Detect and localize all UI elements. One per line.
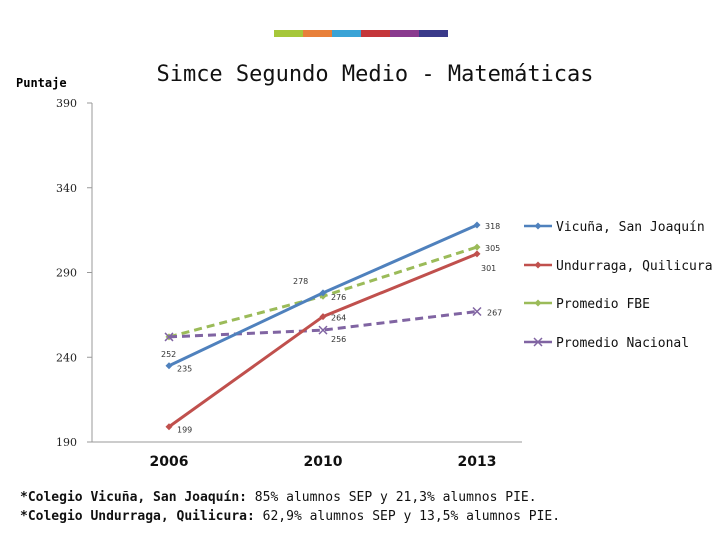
- y-tick-label: 240: [56, 351, 77, 364]
- data-label: 256: [331, 335, 346, 344]
- footnote-text: 85% alumnos SEP y 21,3% alumnos PIE.: [246, 490, 537, 505]
- legend-label: Undurraga, Quilicura: [556, 259, 713, 274]
- data-point-marker: [473, 243, 481, 251]
- data-label: 276: [331, 293, 346, 302]
- footnote-school-name: *Colegio Undurraga, Quilicura:: [20, 509, 255, 524]
- x-tick-label: 2006: [150, 454, 189, 470]
- y-tick-label: 290: [56, 267, 77, 280]
- y-axis-label: Puntaje: [16, 76, 67, 90]
- legend-marker: [534, 299, 542, 307]
- legend-label: Vicuña, San Joaquín: [556, 220, 705, 235]
- color-bar-segment: [332, 30, 361, 37]
- footnote-vicuna: *Colegio Vicuña, San Joaquín: 85% alumno…: [20, 488, 560, 507]
- legend-marker: [534, 261, 542, 269]
- data-label: 267: [487, 308, 502, 317]
- y-tick-label: 390: [56, 97, 77, 110]
- footnote-text: 62,9% alumnos SEP y 13,5% alumnos PIE.: [254, 509, 561, 524]
- footnotes: *Colegio Vicuña, San Joaquín: 85% alumno…: [20, 488, 560, 526]
- footnote-school-name: *Colegio Vicuña, San Joaquín:: [20, 490, 247, 505]
- data-label: 252: [161, 350, 176, 359]
- y-tick-label: 190: [56, 436, 77, 449]
- data-point-marker: [165, 423, 173, 431]
- legend-marker: [534, 222, 542, 230]
- color-bar-segment: [419, 30, 448, 37]
- footnote-undurraga: *Colegio Undurraga, Quilicura: 62,9% alu…: [20, 507, 560, 526]
- data-label: 301: [481, 264, 496, 273]
- data-label: 318: [485, 222, 500, 231]
- series-line-undurraga-quilicura: [168, 252, 478, 428]
- legend-label: Promedio FBE: [556, 297, 650, 312]
- x-tick-label: 2013: [458, 454, 497, 470]
- data-point-marker: [319, 289, 327, 297]
- x-tick-label: 2010: [304, 454, 343, 470]
- data-point-marker: [165, 362, 173, 370]
- data-label: 235: [177, 365, 192, 374]
- legend-marker: [533, 337, 543, 347]
- data-label: 305: [485, 244, 500, 253]
- color-bar-segment: [390, 30, 419, 37]
- data-label: 264: [331, 314, 346, 323]
- data-point-marker: [473, 250, 481, 258]
- data-point-marker: [472, 306, 482, 317]
- data-point-marker: [319, 313, 327, 321]
- legend-label: Promedio Nacional: [556, 336, 689, 351]
- color-bar-segment: [274, 30, 303, 37]
- data-label: 278: [293, 277, 308, 286]
- data-point-marker: [473, 221, 481, 229]
- data-label: 199: [177, 426, 192, 435]
- header-color-bar: [274, 30, 448, 37]
- data-point-marker: [318, 325, 328, 335]
- color-bar-segment: [361, 30, 390, 37]
- data-point-marker: [164, 332, 174, 342]
- y-tick-label: 340: [56, 182, 77, 195]
- chart-title: Simce Segundo Medio - Matemáticas: [156, 62, 594, 87]
- color-bar-segment: [303, 30, 332, 37]
